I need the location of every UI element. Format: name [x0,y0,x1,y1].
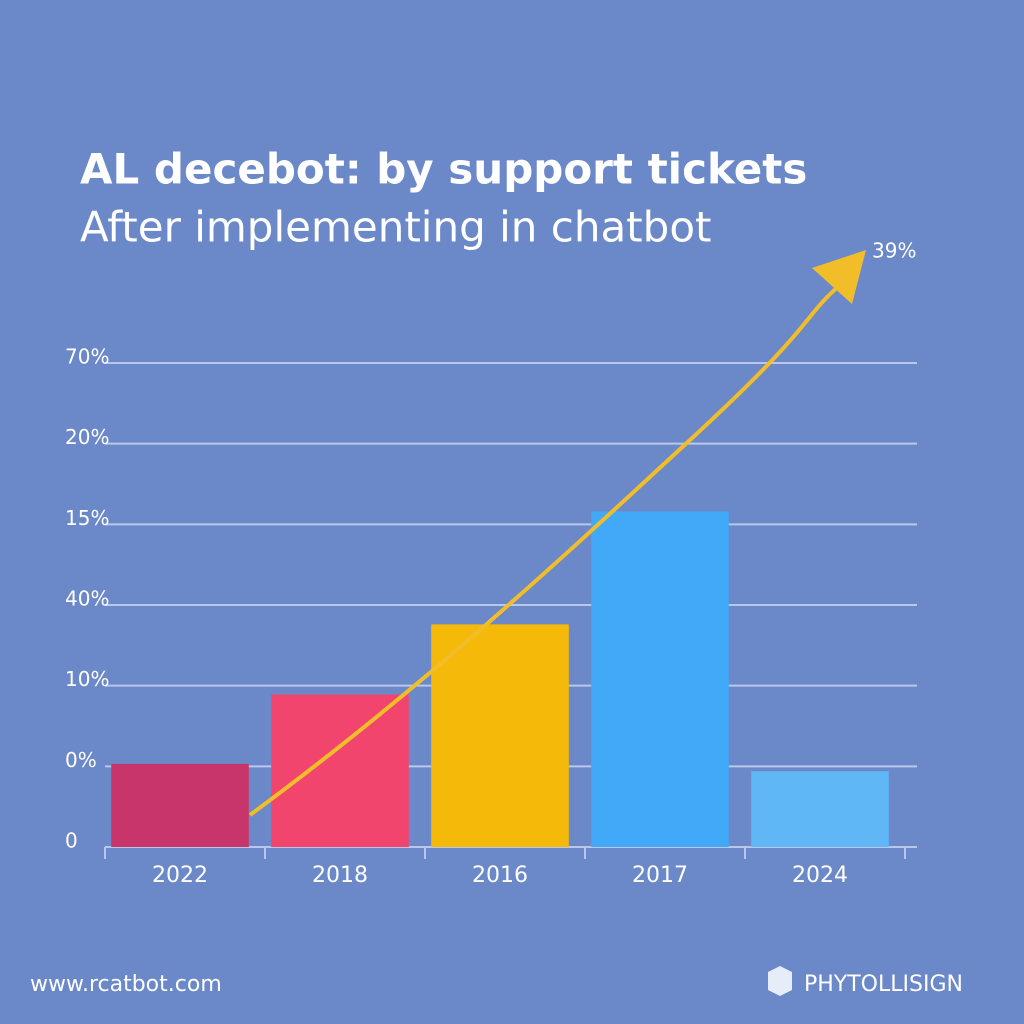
bar [271,694,409,847]
y-tick-label: 20% [65,425,109,449]
x-tick-label: 2022 [152,863,208,888]
y-tick-label: 0 [65,829,78,853]
footer-right: PHYTOLLISIGN [804,972,963,997]
x-tick-label: 2024 [792,863,848,888]
arrow-head [812,250,866,304]
x-tick-label: 2017 [632,863,688,888]
annotation: 39% [872,239,916,263]
chart-title: AL decebot: by support tickets [80,145,807,194]
y-tick-label: 40% [65,587,109,611]
y-tick-label: 10% [65,667,109,691]
chart-subtitle: After implementing in chatbot [80,203,711,252]
y-tick-label: 70% [65,345,109,369]
bar [751,771,889,847]
trend-arrow [248,283,842,817]
footer-left: www.rcatbot.com [30,972,222,997]
logo [768,966,792,996]
y-tick-label: 15% [65,506,109,530]
bar [111,763,249,847]
y-tick-label: 0% [65,748,97,772]
bar [591,511,729,847]
x-tick-label: 2016 [472,863,528,888]
x-tick-label: 2018 [312,863,368,888]
bar [431,624,569,847]
